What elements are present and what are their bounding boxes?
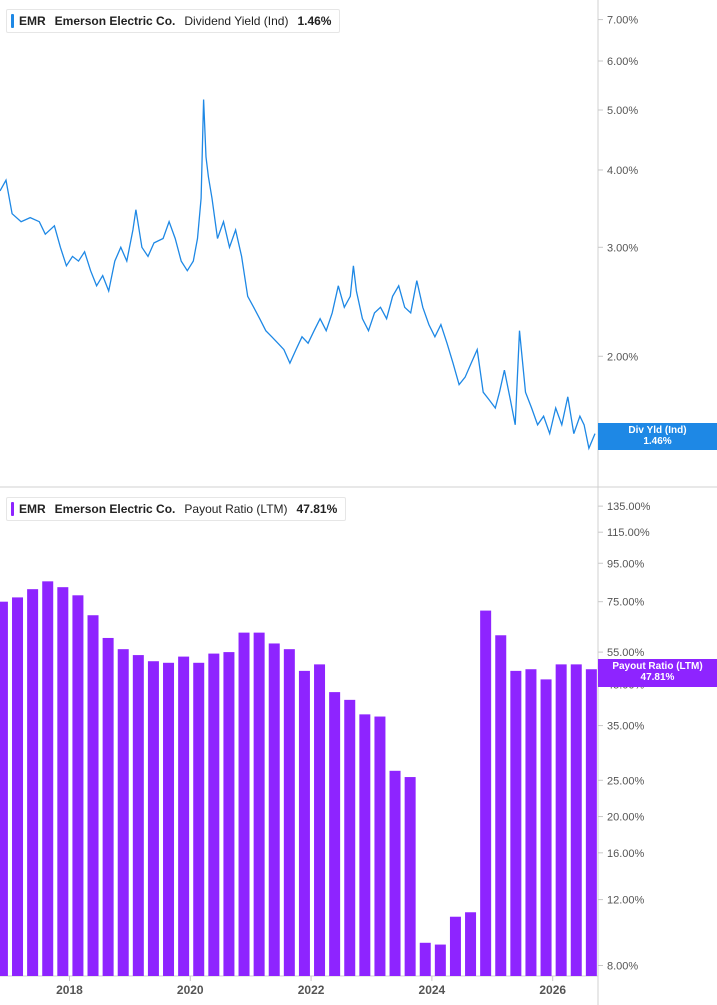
payout-bar (102, 637, 114, 976)
payout-y-tick-label: 12.00% (607, 895, 645, 907)
payout-bar (163, 662, 175, 976)
yield-legend-metric: Dividend Yield (Ind) (184, 14, 289, 28)
payout-bar (329, 692, 341, 976)
payout-bar (238, 632, 250, 976)
yield-legend-swatch (11, 14, 14, 28)
payout-bar (147, 661, 159, 976)
yield-y-tick-label: 4.00% (607, 165, 638, 177)
payout-bar (57, 587, 69, 976)
payout-bar (419, 942, 431, 976)
yield-legend-ticker: EMR (19, 14, 46, 28)
payout-bar (314, 664, 326, 976)
x-axis: 2018 2020 2022 2024 2026 (56, 976, 566, 997)
payout-y-tick-label: 55.00% (607, 647, 645, 659)
payout-bar (465, 912, 477, 976)
payout-bar (344, 699, 356, 976)
payout-y-tick-label: 135.00% (607, 501, 651, 513)
payout-bar (359, 714, 371, 976)
payout-bar (389, 770, 401, 976)
payout-bar (27, 589, 39, 976)
payout-y-tick-label: 16.00% (607, 848, 645, 860)
payout-legend-swatch (11, 502, 14, 516)
payout-legend-ticker: EMR (19, 502, 46, 516)
x-tick-label: 2026 (539, 983, 566, 997)
payout-bar (570, 664, 582, 976)
payout-bar (117, 649, 129, 976)
payout-bar (480, 610, 492, 976)
yield-tag-label: Div Yld (Ind) (628, 425, 687, 436)
x-tick-label: 2018 (56, 983, 83, 997)
payout-bar (540, 679, 552, 976)
x-tick-label: 2024 (419, 983, 446, 997)
payout-y-tick-label: 20.00% (607, 812, 645, 824)
payout-bar (132, 655, 144, 976)
payout-bar (42, 581, 54, 976)
payout-tag-value: 47.81% (640, 672, 675, 683)
payout-bar (283, 649, 295, 976)
payout-bar (449, 916, 461, 976)
yield-legend-company: Emerson Electric Co. (54, 14, 176, 28)
payout-y-tick-label: 75.00% (607, 597, 645, 609)
payout-bar (374, 716, 386, 976)
payout-legend-company: Emerson Electric Co. (54, 502, 176, 516)
x-tick-label: 2020 (177, 983, 204, 997)
payout-bar (555, 664, 567, 976)
yield-value-tag: Div Yld (Ind) 1.46% (598, 423, 717, 450)
payout-tag-label: Payout Ratio (LTM) (612, 661, 703, 672)
yield-y-tick-label: 7.00% (607, 15, 638, 27)
payout-bar (0, 601, 8, 976)
payout-bar (223, 652, 235, 976)
payout-bar (268, 643, 280, 976)
payout-bar (253, 632, 265, 976)
yield-legend-value: 1.46% (297, 14, 332, 28)
yield-y-tick-label: 5.00% (607, 105, 638, 117)
payout-bars (0, 581, 597, 976)
payout-y-tick-label: 8.00% (607, 961, 638, 973)
payout-legend[interactable]: EMR Emerson Electric Co. Payout Ratio (L… (6, 497, 347, 521)
dividend-yield-series-line (0, 99, 596, 451)
yield-y-tick-label: 2.00% (607, 351, 638, 363)
payout-bar (585, 669, 597, 976)
payout-bar (208, 653, 220, 976)
payout-legend-value: 47.81% (296, 502, 338, 516)
payout-bar (404, 777, 416, 976)
payout-bar (72, 595, 84, 976)
payout-bar (525, 669, 537, 976)
payout-y-axis: 135.00%115.00%95.00%75.00%55.00%45.00%35… (598, 501, 651, 973)
yield-y-axis: 7.00% 6.00% 5.00% 4.00% 3.00% 2.00% (598, 15, 638, 363)
yield-y-tick-label: 3.00% (607, 242, 638, 254)
payout-bar (87, 615, 99, 976)
payout-y-tick-label: 25.00% (607, 775, 645, 787)
payout-bar (178, 656, 190, 976)
payout-y-tick-label: 35.00% (607, 721, 645, 733)
payout-bar (12, 597, 24, 976)
yield-y-tick-label: 6.00% (607, 56, 638, 68)
payout-y-tick-label: 95.00% (607, 558, 645, 570)
payout-bar (434, 944, 446, 976)
yield-tag-value: 1.46% (643, 436, 672, 447)
payout-bar (495, 635, 507, 976)
payout-legend-metric: Payout Ratio (LTM) (184, 502, 288, 516)
payout-bar (193, 662, 205, 976)
x-tick-label: 2022 (298, 983, 325, 997)
payout-bar (298, 670, 310, 976)
payout-y-tick-label: 115.00% (607, 527, 650, 539)
payout-bar (510, 670, 522, 976)
yield-legend[interactable]: EMR Emerson Electric Co. Dividend Yield … (6, 9, 341, 33)
payout-value-tag: Payout Ratio (LTM) 47.81% (598, 659, 717, 687)
